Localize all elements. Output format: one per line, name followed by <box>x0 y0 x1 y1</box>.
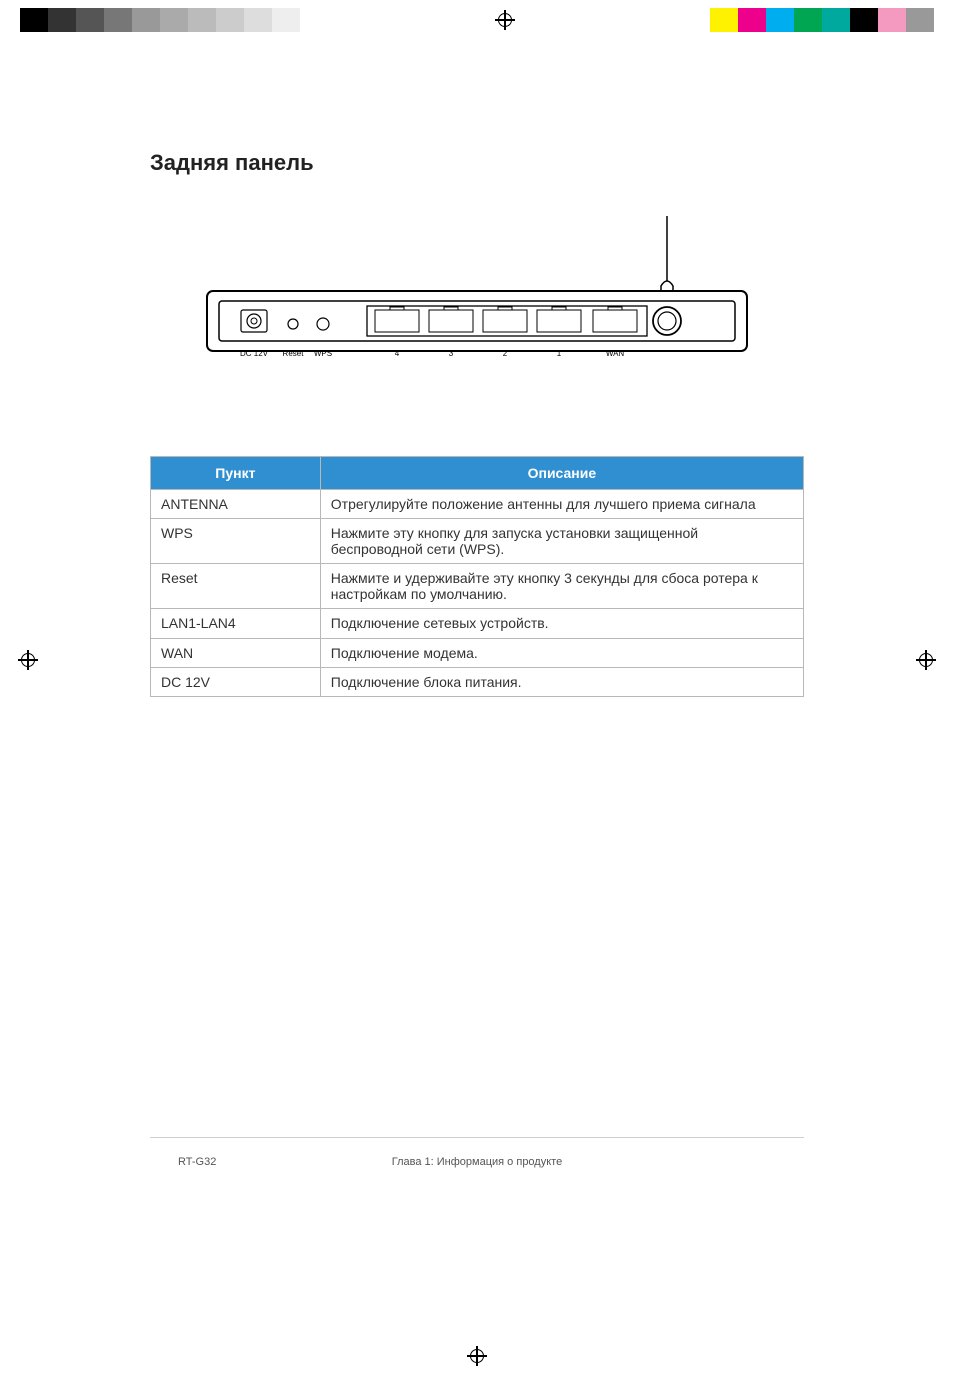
wps-label: WPS <box>314 349 332 358</box>
wan-label: WAN <box>606 349 625 358</box>
table-cell-key: DC 12V <box>151 667 321 696</box>
grayscale-bar <box>20 8 300 32</box>
lan3-label: 3 <box>449 349 454 358</box>
table-row: WPSНажмите эту кнопку для запуска устано… <box>151 519 804 564</box>
router-rear-svg: DC 12V Reset WPS <box>197 216 757 396</box>
proof-bottom-bar <box>0 1336 954 1376</box>
table-row: WANПодключение модема. <box>151 638 804 667</box>
rear-panel-diagram: DC 12V Reset WPS <box>150 216 804 396</box>
table-cell-key: WPS <box>151 519 321 564</box>
footer-center: Глава 1: Информация о продукте <box>150 1156 804 1168</box>
table-cell-key: Reset <box>151 564 321 609</box>
page-title: Задняя панель <box>150 150 804 176</box>
table-row: DC 12VПодключение блока питания. <box>151 667 804 696</box>
registration-mark-icon <box>18 650 38 670</box>
registration-mark-icon <box>495 10 515 30</box>
table-cell-desc: Подключение блока питания. <box>320 667 803 696</box>
table-cell-desc: Подключение сетевых устройств. <box>320 609 803 638</box>
proof-top-bar <box>0 0 954 40</box>
table-cell-desc: Отрегулируйте положение антенны для лучш… <box>320 490 803 519</box>
dc-label: DC 12V <box>240 349 269 358</box>
page-content: Задняя панель DC 12V Reset WPS <box>150 150 804 1256</box>
lan4-label: 4 <box>395 349 400 358</box>
table-header-row: Пункт Описание <box>151 457 804 490</box>
table-header-item: Пункт <box>151 457 321 490</box>
table-header-item: Описание <box>320 457 803 490</box>
lan2-label: 2 <box>503 349 508 358</box>
table-cell-key: ANTENNA <box>151 490 321 519</box>
rear-panel-table: Пункт Описание ANTENNAОтрегулируйте поло… <box>150 456 804 697</box>
table-cell-desc: Нажмите эту кнопку для запуска установки… <box>320 519 803 564</box>
registration-mark-icon <box>467 1346 487 1366</box>
table-cell-desc: Подключение модема. <box>320 638 803 667</box>
color-bar <box>710 8 934 32</box>
table-cell-key: LAN1-LAN4 <box>151 609 321 638</box>
table-cell-key: WAN <box>151 638 321 667</box>
table-row: LAN1-LAN4Подключение сетевых устройств. <box>151 609 804 638</box>
table-row: ResetНажмите и удерживайте эту кнопку 3 … <box>151 564 804 609</box>
reset-label: Reset <box>283 349 305 358</box>
footer-left: RT-G32 <box>178 1156 216 1168</box>
table-cell-desc: Нажмите и удерживайте эту кнопку 3 секун… <box>320 564 803 609</box>
lan1-label: 1 <box>557 349 562 358</box>
page-footer: RT-G32 Глава 1: Информация о продукте <box>150 1138 804 1168</box>
registration-mark-icon <box>916 650 936 670</box>
table-row: ANTENNAОтрегулируйте положение антенны д… <box>151 490 804 519</box>
